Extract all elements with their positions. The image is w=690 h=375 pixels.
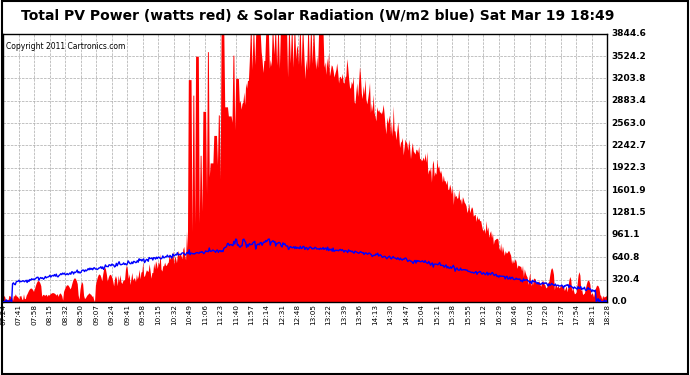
Text: 12:31: 12:31 xyxy=(279,304,285,325)
Text: Copyright 2011 Cartronics.com: Copyright 2011 Cartronics.com xyxy=(6,42,126,51)
Text: 2242.7: 2242.7 xyxy=(611,141,647,150)
Text: 16:12: 16:12 xyxy=(480,304,486,325)
Text: 09:41: 09:41 xyxy=(124,304,130,325)
Text: 1922.3: 1922.3 xyxy=(611,164,646,172)
Text: 14:30: 14:30 xyxy=(388,304,393,325)
Text: 13:56: 13:56 xyxy=(357,304,362,325)
Text: 17:20: 17:20 xyxy=(542,304,549,325)
Text: 15:38: 15:38 xyxy=(449,304,455,325)
Text: 15:21: 15:21 xyxy=(434,304,440,325)
Text: 2563.0: 2563.0 xyxy=(611,118,646,128)
Text: 10:32: 10:32 xyxy=(170,304,177,325)
Text: 14:47: 14:47 xyxy=(403,304,409,325)
Text: 10:15: 10:15 xyxy=(155,304,161,325)
Text: 15:04: 15:04 xyxy=(418,304,424,325)
Text: 1281.5: 1281.5 xyxy=(611,208,646,217)
Text: 17:54: 17:54 xyxy=(573,304,579,325)
Text: 09:07: 09:07 xyxy=(93,304,99,325)
Text: 11:06: 11:06 xyxy=(201,304,208,325)
Text: 08:15: 08:15 xyxy=(47,304,53,325)
Text: 08:50: 08:50 xyxy=(78,304,84,325)
Text: 10:49: 10:49 xyxy=(186,304,193,325)
Text: 0.0: 0.0 xyxy=(611,297,627,306)
Text: 14:13: 14:13 xyxy=(372,304,378,325)
Text: 11:23: 11:23 xyxy=(217,304,223,325)
Text: 08:32: 08:32 xyxy=(62,304,68,325)
Text: 18:11: 18:11 xyxy=(589,304,595,325)
Text: 13:39: 13:39 xyxy=(341,304,347,325)
Text: 11:57: 11:57 xyxy=(248,304,254,325)
Text: 17:37: 17:37 xyxy=(558,304,564,325)
Text: 3844.6: 3844.6 xyxy=(611,29,647,38)
Text: 961.1: 961.1 xyxy=(611,230,640,239)
Text: 09:58: 09:58 xyxy=(140,304,146,325)
Text: 16:46: 16:46 xyxy=(511,304,518,325)
Text: 15:55: 15:55 xyxy=(465,304,471,325)
Text: 13:22: 13:22 xyxy=(326,304,332,325)
Text: 07:24: 07:24 xyxy=(1,304,6,325)
Text: 12:48: 12:48 xyxy=(295,304,301,325)
Text: 11:40: 11:40 xyxy=(233,304,239,325)
Text: 13:05: 13:05 xyxy=(310,304,316,325)
Text: 12:14: 12:14 xyxy=(264,304,270,325)
Text: 16:29: 16:29 xyxy=(496,304,502,325)
Text: 3524.2: 3524.2 xyxy=(611,52,646,61)
Text: 09:24: 09:24 xyxy=(109,304,115,325)
Text: 17:03: 17:03 xyxy=(526,304,533,325)
Text: 2883.4: 2883.4 xyxy=(611,96,646,105)
Text: 07:58: 07:58 xyxy=(32,304,37,325)
Text: 320.4: 320.4 xyxy=(611,275,640,284)
Text: 1601.9: 1601.9 xyxy=(611,186,646,195)
Text: Total PV Power (watts red) & Solar Radiation (W/m2 blue) Sat Mar 19 18:49: Total PV Power (watts red) & Solar Radia… xyxy=(21,9,614,23)
Text: 3203.8: 3203.8 xyxy=(611,74,646,83)
Text: 640.8: 640.8 xyxy=(611,253,640,262)
Text: 18:28: 18:28 xyxy=(604,304,610,325)
Text: 07:41: 07:41 xyxy=(16,304,22,325)
